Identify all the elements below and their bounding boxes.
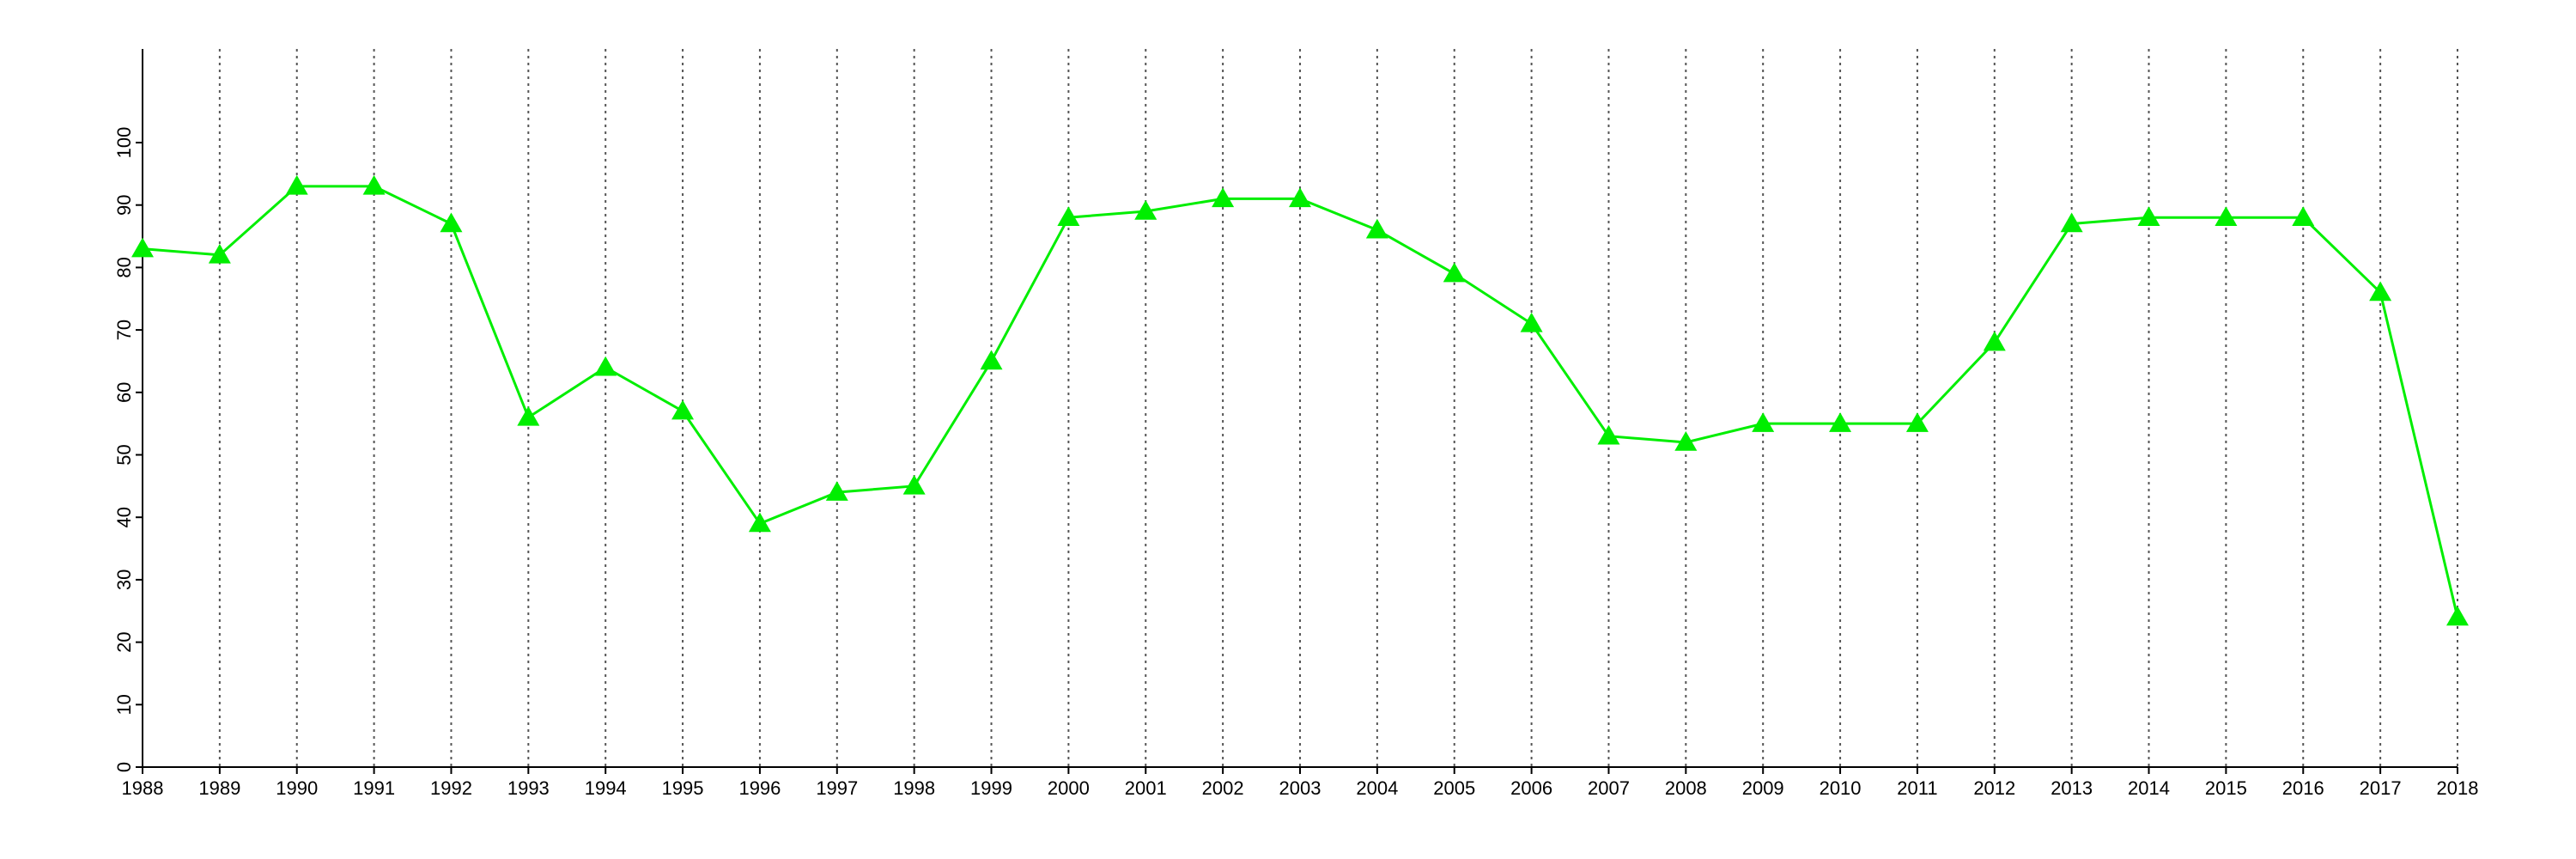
- y-tick-label: 40: [113, 507, 135, 527]
- y-tick-label: 30: [113, 570, 135, 590]
- data-point: [748, 512, 771, 533]
- x-tick-label: 1988: [122, 777, 164, 799]
- x-tick-label: 1998: [893, 777, 935, 799]
- x-tick-label: 1994: [585, 777, 627, 799]
- data-point: [2446, 606, 2469, 626]
- x-tick-label: 1991: [353, 777, 395, 799]
- data-point: [440, 212, 463, 233]
- x-tick-label: 2011: [1897, 777, 1937, 799]
- data-point: [208, 243, 231, 264]
- x-tick-label: 1990: [276, 777, 318, 799]
- x-tick-label: 2015: [2205, 777, 2247, 799]
- data-point: [2369, 281, 2392, 302]
- data-point: [1983, 331, 2006, 351]
- x-tick-label: 2007: [1588, 777, 1630, 799]
- x-tick-label: 1996: [738, 777, 781, 799]
- y-tick-label: 70: [113, 320, 135, 340]
- y-tick-label: 90: [113, 194, 135, 215]
- x-tick-label: 2017: [2360, 777, 2402, 799]
- data-point: [1212, 187, 1235, 208]
- x-tick-label: 2003: [1279, 777, 1321, 799]
- x-tick-label: 2014: [2128, 777, 2170, 799]
- y-tick-label: 80: [113, 257, 135, 277]
- y-tick-label: 0: [113, 762, 135, 772]
- data-point: [1597, 424, 1620, 445]
- data-point: [1289, 187, 1311, 208]
- x-tick-label: 1989: [198, 777, 240, 799]
- y-tick-label: 20: [113, 631, 135, 652]
- x-tick-label: 2004: [1356, 777, 1398, 799]
- data-point: [1520, 312, 1543, 332]
- x-tick-label: 1992: [430, 777, 472, 799]
- data-point: [2137, 206, 2160, 226]
- data-point: [362, 174, 386, 195]
- data-point: [594, 356, 617, 376]
- x-tick-label: 2009: [1742, 777, 1784, 799]
- x-tick-label: 2018: [2437, 777, 2479, 799]
- data-point: [517, 405, 540, 426]
- x-tick-label: 1999: [970, 777, 1012, 799]
- data-point: [131, 237, 154, 258]
- x-tick-label: 2005: [1433, 777, 1475, 799]
- data-point: [1905, 412, 1929, 432]
- x-tick-label: 1997: [816, 777, 858, 799]
- x-tick-label: 2008: [1665, 777, 1707, 799]
- data-point: [1674, 430, 1698, 451]
- y-tick-label: 100: [113, 127, 135, 159]
- x-tick-label: 1995: [662, 777, 704, 799]
- data-point: [1752, 412, 1775, 432]
- data-point: [1365, 218, 1388, 239]
- x-tick-label: 2010: [1820, 777, 1862, 799]
- data-point: [980, 350, 1003, 370]
- data-point: [1443, 262, 1466, 283]
- data-point: [902, 474, 926, 495]
- data-point: [285, 174, 308, 195]
- data-point: [1829, 412, 1852, 432]
- y-tick-label: 60: [113, 382, 135, 403]
- x-tick-label: 2013: [2050, 777, 2093, 799]
- x-tick-label: 2002: [1202, 777, 1244, 799]
- x-tick-label: 2012: [1973, 777, 2015, 799]
- y-tick-label: 10: [113, 694, 135, 715]
- y-tick-label: 50: [113, 444, 135, 465]
- x-tick-label: 2006: [1510, 777, 1552, 799]
- data-point: [825, 481, 848, 501]
- x-tick-label: 2016: [2282, 777, 2324, 799]
- data-point: [2060, 212, 2083, 233]
- data-point: [1057, 206, 1080, 226]
- data-point: [2292, 206, 2315, 226]
- data-point: [2215, 206, 2238, 226]
- data-point: [671, 399, 695, 420]
- x-tick-label: 1993: [507, 777, 550, 799]
- x-tick-label: 2000: [1048, 777, 1090, 799]
- x-tick-label: 2001: [1125, 777, 1167, 799]
- data-point: [1134, 199, 1157, 220]
